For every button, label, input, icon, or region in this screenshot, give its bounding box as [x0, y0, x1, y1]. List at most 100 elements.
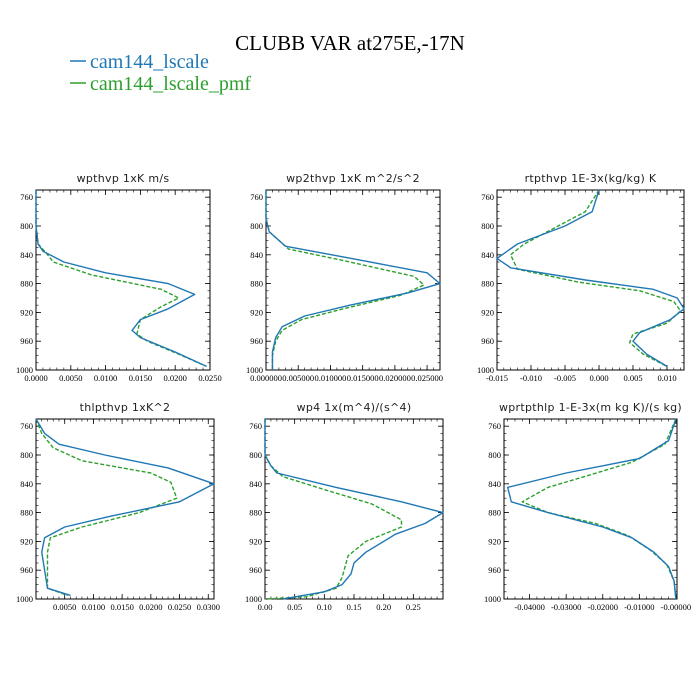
x-tick-label: 0.0250: [168, 602, 191, 612]
x-tick-label: -0.04000: [514, 602, 544, 612]
panel-3: rtpthvp 1E-3x(kg/kg) K -0.015 -0.010 -0.005…: [477, 172, 685, 383]
y-tick-label: 800: [488, 450, 501, 460]
y-tick-label: 840: [488, 479, 501, 489]
panels-container: wpthvp 1xK m/s 0.0000 0.0050 0.0100 0.0150 0.…: [16, 172, 691, 612]
panel-title: thlpthvp 1xK^2: [80, 401, 171, 414]
y-tick-label: 880: [488, 508, 501, 518]
y-tick-label: 920: [20, 307, 33, 317]
panel-2: wp2thvp 1xK m^2/s^2 0.000000 0.005000 0.010…: [246, 172, 443, 383]
y-tick-label: 760: [249, 421, 262, 431]
series-line-pmf: [265, 190, 425, 370]
y-tick-label: 840: [249, 479, 262, 489]
y-tick-label: 760: [20, 192, 33, 202]
x-tick-label: 0.010000: [315, 373, 347, 383]
y-tick-label: 1000: [245, 594, 262, 604]
y-tick-label: 1000: [246, 365, 263, 375]
plot-frame: [35, 189, 211, 371]
x-tick-label: 0.010: [657, 373, 676, 383]
y-tick-label: 760: [481, 192, 494, 202]
x-tick-label: 0.020000: [379, 373, 411, 383]
x-tick-label: 0.0100: [94, 373, 117, 383]
x-tick-label: 0.15: [347, 602, 362, 612]
y-tick-label: 880: [250, 279, 263, 289]
y-tick-label: 880: [20, 508, 33, 518]
x-tick-label: 0.0150: [110, 602, 133, 612]
x-tick-label: 0.0250: [198, 373, 221, 383]
y-tick-label: 840: [20, 250, 33, 260]
y-tick-label: 760: [488, 421, 501, 431]
x-tick-label: 0.0200: [139, 602, 162, 612]
panel-title: wp4 1x(m^4)/(s^4): [297, 401, 412, 414]
x-tick-label: -0.01000: [624, 602, 654, 612]
series-line-lscale: [496, 189, 685, 368]
x-tick-label: 0.0300: [197, 602, 220, 612]
y-tick-label: 1000: [16, 594, 33, 604]
y-tick-label: 920: [249, 536, 262, 546]
y-tick-label: 840: [20, 479, 33, 489]
x-tick-label: 0.20: [376, 602, 391, 612]
x-tick-label: 0.0100: [82, 602, 105, 612]
y-tick-label: 800: [481, 221, 494, 231]
x-tick-label: 0.0050: [53, 602, 76, 612]
x-tick-label: 0.0050: [59, 373, 82, 383]
x-tick-label: -0.005: [554, 373, 576, 383]
x-tick-label: 0.005000: [282, 373, 314, 383]
x-tick-label: -0.00000: [661, 602, 691, 612]
panel-1: wpthvp 1xK m/s 0.0000 0.0050 0.0100 0.0150 0.…: [16, 172, 222, 383]
panel-5: wp4 1x(m^4)/(s^4) 0.00 0.05 0.10 0.15 0.20 0.2…: [245, 401, 444, 612]
y-tick-label: 960: [20, 336, 33, 346]
x-tick-label: 0.005: [623, 373, 642, 383]
y-tick-label: 1000: [484, 594, 501, 604]
y-tick-label: 840: [481, 250, 494, 260]
x-tick-label: 0.000: [589, 373, 608, 383]
y-tick-label: 960: [20, 565, 33, 575]
y-tick-label: 880: [249, 508, 262, 518]
y-tick-label: 960: [481, 336, 494, 346]
x-tick-label: 0.0150: [129, 373, 152, 383]
figure-title: CLUBB VAR at275E,-17N: [235, 31, 465, 55]
y-tick-label: 800: [20, 450, 33, 460]
plot-frame: [503, 418, 678, 600]
x-tick-label: -0.02000: [588, 602, 618, 612]
panel-6: wprtpthlp 1-E-3x(m kg K)/(s kg)-0.04000-…: [484, 401, 691, 612]
x-tick-label: 0.000000: [250, 373, 282, 383]
legend-label-lscale: cam144_lscale: [90, 51, 209, 73]
x-tick-label: 0.25: [406, 602, 421, 612]
x-tick-label: 0.00: [258, 602, 273, 612]
x-tick-label: 0.10: [317, 602, 332, 612]
y-tick-label: 880: [481, 279, 494, 289]
y-tick-label: 800: [20, 221, 33, 231]
plot-frame: [35, 418, 215, 600]
y-tick-label: 800: [249, 450, 262, 460]
legend-label-pmf: cam144_lscale_pmf: [90, 73, 251, 95]
x-tick-label: 0.025000: [411, 373, 443, 383]
series-line-pmf: [264, 419, 403, 600]
plot-frame: [265, 189, 441, 371]
panel-title: wp2thvp 1xK m^2/s^2: [286, 172, 420, 185]
y-tick-label: 960: [488, 565, 501, 575]
y-tick-label: 1000: [477, 365, 494, 375]
x-tick-label: 0.05: [287, 602, 302, 612]
series-line-lscale: [506, 418, 677, 600]
y-tick-label: 1000: [16, 365, 33, 375]
panel-4: thlpthvp 1xK^2 0.0050 0.0100 0.0150 0.0200 0.…: [16, 401, 220, 612]
y-tick-label: 800: [250, 221, 263, 231]
plot-frame: [496, 189, 685, 371]
panel-title: wprtpthlp 1-E-3x(m kg K)/(s kg): [499, 401, 682, 414]
y-tick-label: 920: [250, 307, 263, 317]
y-tick-label: 840: [250, 250, 263, 260]
series-line-pmf: [35, 418, 178, 597]
series-line-lscale: [264, 419, 444, 600]
x-tick-label: -0.010: [520, 373, 542, 383]
x-tick-label: -0.03000: [551, 602, 581, 612]
x-tick-label: 0.015000: [347, 373, 379, 383]
x-tick-label: 0.0200: [164, 373, 187, 383]
y-tick-label: 920: [481, 307, 494, 317]
y-tick-label: 760: [20, 421, 33, 431]
panel-title: rtpthvp 1E-3x(kg/kg) K: [525, 172, 657, 185]
legend: cam144_lscale cam144_lscale_pmf: [70, 51, 251, 95]
series-line-lscale: [265, 190, 441, 370]
y-tick-label: 920: [488, 536, 501, 546]
